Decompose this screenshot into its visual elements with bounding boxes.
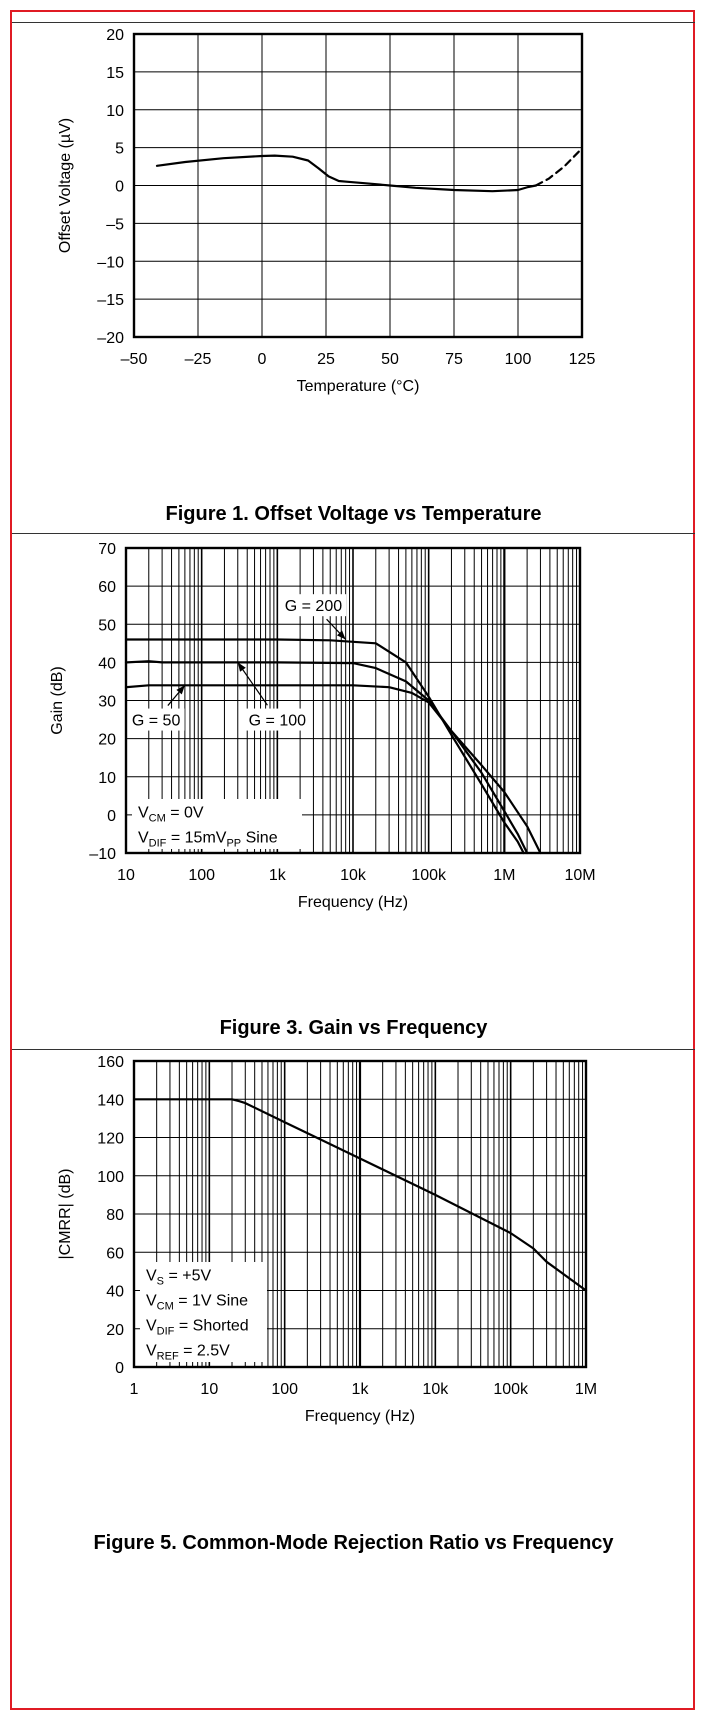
y-tick-label: 20 bbox=[98, 732, 116, 749]
y-tick-label: 80 bbox=[106, 1207, 124, 1224]
y-tick-label: 60 bbox=[106, 1245, 124, 1262]
x-tick-label: 1 bbox=[130, 1381, 139, 1398]
figure-frame bbox=[10, 10, 695, 1710]
y-tick-label: 60 bbox=[98, 579, 116, 596]
y-tick-label: –20 bbox=[97, 330, 124, 347]
annotation-label: G = 200 bbox=[285, 598, 342, 615]
figure-1-panel: –50 –25 0 25 50 75 100 125 20 15 10 5 0 –5 –10 –15 –20 Te… bbox=[12, 23, 695, 533]
annotation-bg bbox=[244, 708, 311, 731]
x-tick-label: 10k bbox=[340, 867, 367, 884]
cmrr-frequency-chart: VS = +5V VCM = 1V Sine VDIF = Shorted VREF … bbox=[57, 1054, 597, 1425]
x-tick-label: –50 bbox=[121, 351, 148, 368]
x-axis-label: Frequency (Hz) bbox=[305, 1408, 415, 1425]
y-tick-label: –5 bbox=[106, 216, 124, 233]
y-tick-label: 160 bbox=[97, 1054, 124, 1071]
y-axis-label: Offset Voltage (µV) bbox=[57, 118, 74, 253]
x-tick-label: 10M bbox=[564, 867, 595, 884]
annotation-arrowhead bbox=[336, 630, 346, 640]
x-tick-label: 0 bbox=[258, 351, 267, 368]
y-axis-label: Gain (dB) bbox=[49, 666, 66, 734]
x-tick-label: –25 bbox=[185, 351, 212, 368]
divider-1 bbox=[12, 533, 695, 534]
x-tick-label: 75 bbox=[445, 351, 463, 368]
series-line-0 bbox=[124, 638, 525, 855]
x-tick-label: 1k bbox=[269, 867, 287, 884]
annotation-label: G = 100 bbox=[249, 713, 306, 730]
y-tick-label: 20 bbox=[106, 1322, 124, 1339]
x-tick-label: 1k bbox=[352, 1381, 370, 1398]
grid bbox=[133, 33, 583, 338]
y-tick-label: 30 bbox=[98, 694, 116, 711]
figure-3-caption: Figure 3. Gain vs Frequency bbox=[219, 1017, 488, 1039]
annotation-label: G = 50 bbox=[132, 713, 181, 730]
divider-2 bbox=[12, 1049, 695, 1050]
grid bbox=[133, 1060, 586, 1368]
plot-area-border bbox=[124, 546, 582, 855]
plot-area-border bbox=[132, 32, 584, 339]
figure-1-caption: Figure 1. Offset Voltage vs Temperature bbox=[165, 503, 542, 525]
x-tick-label: 50 bbox=[381, 351, 399, 368]
offset-voltage-chart: –50 –25 0 25 50 75 100 12520151050–5–10–15–20Te… bbox=[57, 27, 596, 395]
condition-label: VDIF = Shorted bbox=[146, 1318, 249, 1338]
condition-label: VS = +5V bbox=[146, 1268, 211, 1288]
condition-label: VCM = 0V bbox=[138, 805, 204, 825]
annotation-arrowhead bbox=[237, 662, 246, 672]
series-line-1 bbox=[124, 660, 529, 855]
y-tick-label: 50 bbox=[98, 617, 116, 634]
x-tick-label: 1M bbox=[575, 1381, 597, 1398]
y-tick-label: 100 bbox=[97, 1169, 124, 1186]
condition-label: VDIF = 15mVPP Sine bbox=[138, 830, 278, 850]
condition-label: VREF = 2.5V bbox=[146, 1343, 230, 1363]
series-line-2 bbox=[124, 684, 542, 855]
y-tick-label: 10 bbox=[106, 103, 124, 120]
y-tick-label: 70 bbox=[98, 541, 116, 558]
y-axis-label: |CMRR| (dB) bbox=[57, 1169, 74, 1260]
x-tick-label: 10 bbox=[200, 1381, 218, 1398]
x-tick-label: 25 bbox=[317, 351, 335, 368]
top-rule bbox=[12, 22, 695, 23]
y-tick-label: 20 bbox=[106, 27, 124, 44]
x-axis-label: Temperature (°C) bbox=[297, 378, 420, 395]
x-tick-label: 1M bbox=[493, 867, 515, 884]
x-tick-label: 10k bbox=[422, 1381, 449, 1398]
plot-area-border bbox=[132, 1059, 588, 1369]
x-tick-label: 100 bbox=[188, 867, 215, 884]
y-tick-label: 0 bbox=[107, 808, 116, 825]
x-tick-label: 125 bbox=[569, 351, 596, 368]
series-line-0 bbox=[155, 154, 538, 193]
series-line-0 bbox=[132, 1098, 588, 1292]
y-tick-label: 5 bbox=[115, 141, 124, 158]
y-tick-label: 0 bbox=[115, 1360, 124, 1377]
annotation-bg bbox=[127, 708, 185, 731]
x-tick-label: 10 bbox=[117, 867, 135, 884]
conditions-box bbox=[140, 1262, 267, 1362]
y-tick-label: 140 bbox=[97, 1092, 124, 1109]
x-tick-label: 100k bbox=[493, 1381, 529, 1398]
series-line-1 bbox=[534, 147, 584, 187]
x-tick-label: 100 bbox=[505, 351, 532, 368]
figure-3-panel: VCM = 0V VDIF = 15mVPP Sine G = 200 G = 100… bbox=[12, 534, 695, 1049]
figure-5-panel: VS = +5V VCM = 1V Sine VDIF = Shorted VREF … bbox=[12, 1050, 695, 1710]
conditions-box bbox=[132, 799, 302, 849]
x-tick-label: 100 bbox=[271, 1381, 298, 1398]
y-tick-label: 40 bbox=[98, 655, 116, 672]
condition-label: VCM = 1V Sine bbox=[146, 1293, 248, 1313]
y-tick-label: 10 bbox=[98, 770, 116, 787]
x-tick-label: 100k bbox=[411, 867, 447, 884]
y-tick-label: –10 bbox=[89, 846, 116, 863]
y-tick-label: –10 bbox=[97, 254, 124, 271]
y-tick-label: 0 bbox=[115, 179, 124, 196]
x-axis-label: Frequency (Hz) bbox=[298, 894, 408, 911]
y-tick-label: 15 bbox=[106, 65, 124, 82]
y-tick-label: –15 bbox=[97, 292, 124, 309]
annotation-arrowhead bbox=[176, 685, 185, 695]
annotation-bg bbox=[280, 594, 347, 617]
y-tick-label: 40 bbox=[106, 1284, 124, 1301]
figure-5-caption: Figure 5. Common-Mode Rejection Ratio vs… bbox=[93, 1532, 614, 1554]
y-tick-label: 120 bbox=[97, 1131, 124, 1148]
gain-frequency-chart: VCM = 0V VDIF = 15mVPP Sine G = 200 G = 100… bbox=[49, 541, 596, 911]
